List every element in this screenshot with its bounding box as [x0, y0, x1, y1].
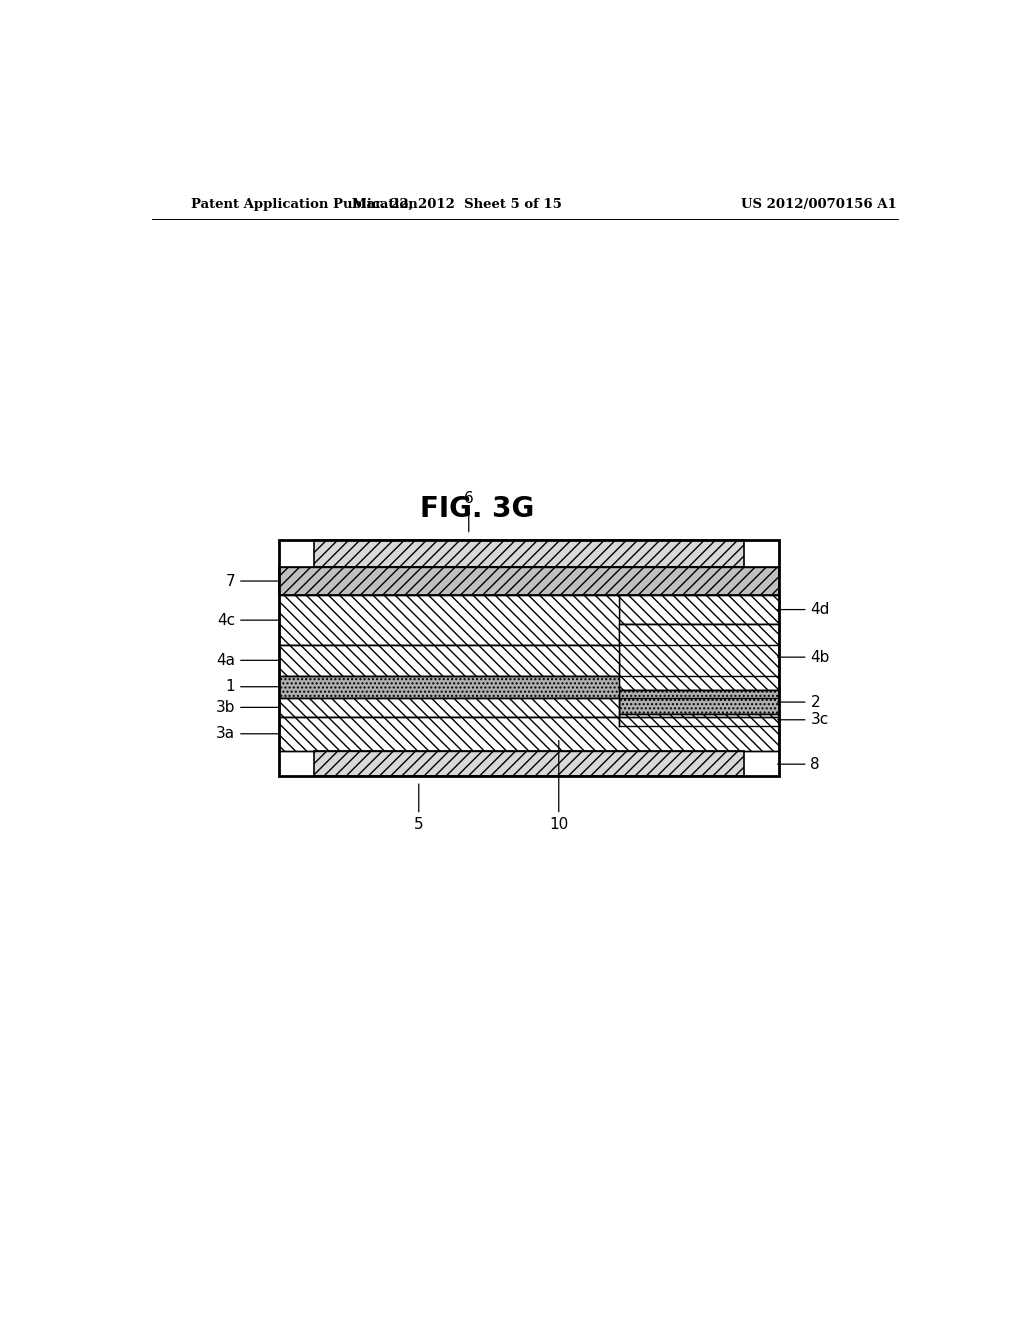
- Text: 5: 5: [414, 784, 424, 833]
- Bar: [618, 595, 779, 624]
- Text: 3a: 3a: [216, 726, 280, 742]
- Text: 4c: 4c: [217, 612, 280, 627]
- Text: 4d: 4d: [777, 602, 829, 616]
- Text: 3c: 3c: [777, 713, 828, 727]
- Text: 10: 10: [549, 741, 568, 833]
- Text: FIG. 3G: FIG. 3G: [420, 495, 535, 523]
- Bar: [618, 690, 779, 714]
- Text: 7: 7: [225, 573, 280, 589]
- Bar: [618, 714, 779, 726]
- Bar: [313, 751, 743, 776]
- Bar: [313, 540, 743, 568]
- Text: Mar. 22, 2012  Sheet 5 of 15: Mar. 22, 2012 Sheet 5 of 15: [352, 198, 562, 211]
- Bar: [279, 676, 618, 698]
- Text: 6: 6: [464, 491, 474, 532]
- Bar: [279, 595, 618, 645]
- Bar: [279, 717, 779, 751]
- Text: 8: 8: [777, 756, 820, 772]
- Text: 2: 2: [777, 694, 820, 710]
- Text: 4a: 4a: [216, 653, 280, 668]
- Text: 1: 1: [225, 680, 280, 694]
- Bar: [279, 698, 618, 717]
- Bar: [618, 624, 779, 690]
- Text: 3b: 3b: [216, 700, 280, 715]
- Text: 4b: 4b: [777, 649, 829, 665]
- Bar: [279, 568, 779, 595]
- Bar: [279, 645, 618, 676]
- Text: Patent Application Publication: Patent Application Publication: [191, 198, 418, 211]
- Text: US 2012/0070156 A1: US 2012/0070156 A1: [740, 198, 896, 211]
- Bar: [279, 540, 779, 776]
